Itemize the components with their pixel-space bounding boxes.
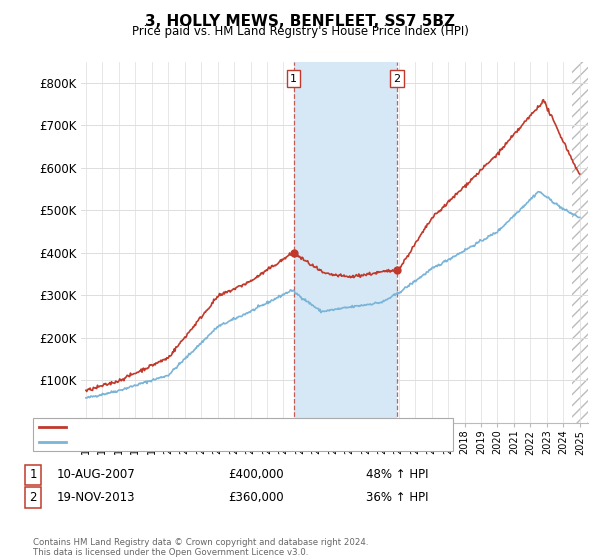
Text: 2: 2 [394,73,400,83]
Text: 10-AUG-2007: 10-AUG-2007 [57,468,136,482]
Text: 2: 2 [29,491,37,504]
Text: Price paid vs. HM Land Registry's House Price Index (HPI): Price paid vs. HM Land Registry's House … [131,25,469,38]
Text: Contains HM Land Registry data © Crown copyright and database right 2024.
This d: Contains HM Land Registry data © Crown c… [33,538,368,557]
Text: £360,000: £360,000 [228,491,284,504]
Text: 1: 1 [290,73,297,83]
Text: £400,000: £400,000 [228,468,284,482]
Text: 3, HOLLY MEWS, BENFLEET, SS7 5BZ (detached house): 3, HOLLY MEWS, BENFLEET, SS7 5BZ (detach… [72,422,358,432]
Text: 48% ↑ HPI: 48% ↑ HPI [366,468,428,482]
Text: HPI: Average price, detached house, Castle Point: HPI: Average price, detached house, Cast… [72,437,327,447]
Text: 36% ↑ HPI: 36% ↑ HPI [366,491,428,504]
Text: 1: 1 [29,468,37,482]
Bar [293,62,397,423]
Text: 3, HOLLY MEWS, BENFLEET, SS7 5BZ: 3, HOLLY MEWS, BENFLEET, SS7 5BZ [145,14,455,29]
Bar [572,62,588,423]
Text: 19-NOV-2013: 19-NOV-2013 [57,491,136,504]
